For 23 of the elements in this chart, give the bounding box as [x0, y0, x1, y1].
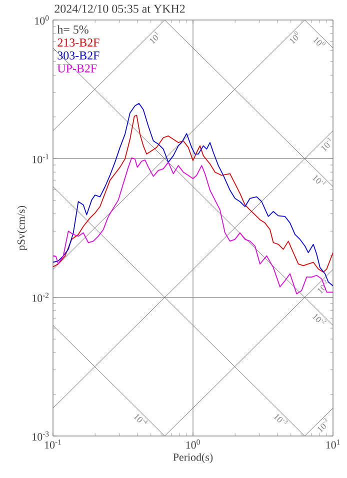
x-tick-label: 10$^{0}$: [186, 440, 200, 449]
annotation: 10$^{-1}$: [312, 175, 326, 186]
annotation: 10$^{-3}$: [318, 418, 328, 433]
annotation: 10$^{-2}$: [312, 314, 326, 324]
x-tick-label: 10$^{-1}$: [45, 440, 61, 449]
y-tick-label: 10$^{-1}$: [32, 154, 49, 164]
annotation: 10$^{-3}$: [274, 414, 288, 424]
text: 213-B2F: [58, 38, 100, 47]
y-tick-label: 10$^{-2}$: [32, 292, 49, 302]
text: UP-B2F: [57, 64, 97, 72]
y-tick-label: 10$^{-3}$: [32, 431, 49, 441]
y-axis-title: pSv(cm/s): [17, 206, 28, 250]
y-tick-label: 10$^{0}$: [35, 15, 49, 25]
annotation: 10$^{0}$: [290, 31, 298, 44]
annotation: 10$^{1}$: [150, 31, 158, 44]
text: 303-B2F: [58, 51, 100, 60]
annotation: 10$^{-1}$: [321, 138, 332, 152]
annotation: 10$^{-4}$: [134, 414, 148, 424]
annotation: 10$^{0}$: [312, 37, 326, 46]
x-tick-label: 10$^{1}$: [326, 440, 340, 449]
chart-title: 2024/12/10 05:35 at YKH2: [54, 4, 185, 13]
annotation: h= 5%: [57, 25, 88, 34]
x-axis-title: Period(s): [173, 453, 213, 464]
